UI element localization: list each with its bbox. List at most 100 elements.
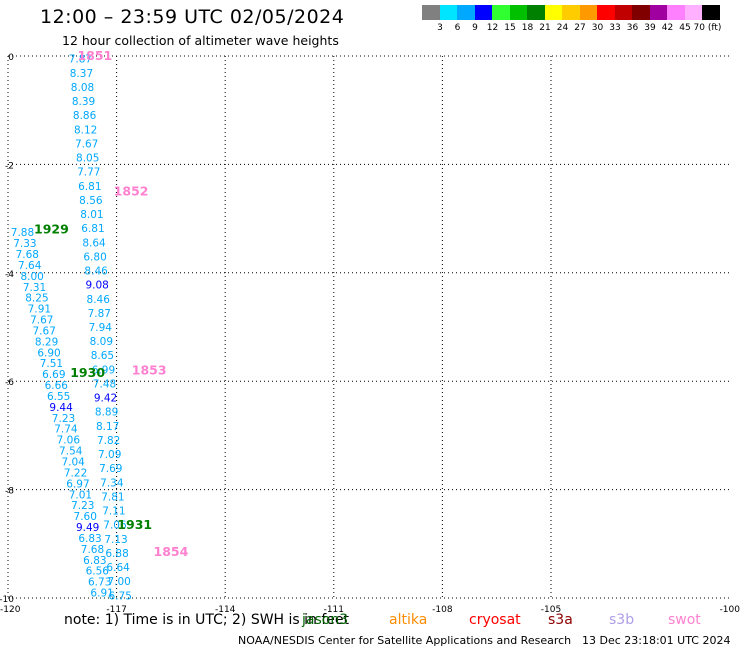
wave-height-label: 6.83 <box>78 533 101 545</box>
color-swatch <box>492 5 510 20</box>
color-swatch <box>509 5 527 20</box>
wave-height-label: 7.31 <box>23 282 46 294</box>
wave-height-label: 8.56 <box>79 195 103 207</box>
legend-item-s3b: s3b <box>609 612 635 628</box>
pass-time-label: 1931 <box>117 517 152 532</box>
pass-time-label: 1930 <box>70 365 105 380</box>
wave-height-label: 8.00 <box>20 271 43 283</box>
wave-height-label: 7.88 <box>11 227 34 239</box>
wave-height-label: 7.64 <box>18 260 42 272</box>
color-scale-label: 27 <box>574 23 586 33</box>
legend-item-s3a: s3a <box>548 612 573 628</box>
wave-height-label: 6.64 <box>106 562 130 574</box>
wave-height-label: 7.04 <box>61 457 85 469</box>
x-tick-label: -108 <box>432 605 453 615</box>
wave-height-label: 8.01 <box>80 209 103 221</box>
color-swatch <box>422 5 440 20</box>
wave-height-label: 6.75 <box>109 590 132 602</box>
color-scale-label: 3 <box>437 23 443 33</box>
wave-height-label: 7.87 <box>88 308 111 320</box>
wave-height-label: 7.94 <box>89 322 113 334</box>
wave-height-label: 7.11 <box>102 506 125 518</box>
wave-height-label: 7.00 <box>107 576 130 588</box>
wave-height-label: 7.60 <box>74 511 97 523</box>
color-scale-label: 70 (ft) <box>693 23 722 33</box>
wave-height-label: 6.90 <box>37 347 60 359</box>
color-swatch <box>702 5 720 20</box>
wave-height-label: 7.82 <box>97 435 120 447</box>
wave-height-label: 6.88 <box>105 548 128 560</box>
color-scale-label: 39 <box>644 23 656 33</box>
color-swatch <box>527 5 545 20</box>
wave-height-label: 6.56 <box>86 566 110 578</box>
wave-height-label: 8.12 <box>74 124 97 136</box>
wave-height-label: 7.33 <box>13 238 36 250</box>
wave-height-label: 7.67 <box>30 315 53 327</box>
x-tick-label: -105 <box>541 605 561 615</box>
wave-height-label: 7.09 <box>98 449 121 461</box>
wave-height-label: 7.48 <box>93 378 116 390</box>
color-scale-label: 15 <box>504 23 516 33</box>
color-scale-bar <box>422 5 720 21</box>
wave-height-label: 7.68 <box>81 544 104 556</box>
wave-height-label: 9.44 <box>49 402 73 414</box>
y-tick-label: -2 <box>5 161 14 171</box>
chart-subtitle: 12 hour collection of altimeter wave hei… <box>62 33 339 48</box>
wave-height-label: 7.06 <box>103 520 127 532</box>
legend-item-cryosat: cryosat <box>469 612 521 628</box>
wave-height-label: 7.23 <box>71 500 94 512</box>
wave-height-label: 8.39 <box>72 96 95 108</box>
color-scale-label: 30 <box>591 23 604 33</box>
wave-height-label: 7.81 <box>101 491 124 503</box>
wave-height-label: 8.17 <box>96 421 119 433</box>
wave-height-label: 6.97 <box>66 478 89 490</box>
color-swatch <box>632 5 650 20</box>
x-tick-label: -100 <box>720 605 740 615</box>
wave-height-label: 8.09 <box>90 336 113 348</box>
color-swatch <box>684 5 702 20</box>
wave-height-label: 6.83 <box>83 555 106 567</box>
wave-height-label: 8.08 <box>71 82 94 94</box>
wave-height-label: 6.55 <box>47 391 70 403</box>
color-swatch <box>544 5 562 20</box>
wave-height-label: 8.46 <box>87 294 111 306</box>
wave-height-label: 9.08 <box>85 280 108 292</box>
color-scale-label: 6 <box>454 23 461 33</box>
wave-height-label: 7.77 <box>77 167 100 179</box>
pass-time-label: 1853 <box>132 362 167 377</box>
wave-height-label: 8.46 <box>84 266 108 278</box>
pass-time-label: 1852 <box>114 184 149 199</box>
color-scale-label: 42 <box>661 23 674 33</box>
wave-height-label: 8.29 <box>35 336 58 348</box>
color-swatch <box>614 5 632 20</box>
wave-height-label: 6.81 <box>78 181 101 193</box>
color-scale-label: 33 <box>609 23 621 33</box>
wave-height-label: 6.66 <box>45 380 69 392</box>
color-swatch <box>579 5 597 20</box>
wave-height-label: 6.91 <box>90 588 113 600</box>
wave-height-label: 8.05 <box>76 153 99 165</box>
y-tick-label: -4 <box>5 270 14 280</box>
chart-title: 12:00 – 23:59 UTC 02/05/2024 <box>40 6 345 28</box>
color-scale-label: 12 <box>486 23 499 33</box>
color-swatch <box>474 5 492 20</box>
wave-height-label: 7.13 <box>104 534 127 546</box>
wave-height-label: 7.22 <box>64 467 87 479</box>
wave-height-label: 6.80 <box>83 251 106 263</box>
wave-height-label: 9.42 <box>94 393 117 405</box>
color-swatch <box>457 5 475 20</box>
pass-time-label: 1929 <box>34 221 69 236</box>
wave-height-label: 7.54 <box>59 446 83 458</box>
wave-height-label: 9.49 <box>76 522 99 534</box>
wave-height-label: 7.74 <box>54 424 78 436</box>
wave-height-label: 7.67 <box>75 138 98 150</box>
wave-height-label: 8.37 <box>70 68 93 80</box>
x-tick-label: -120 <box>0 605 21 615</box>
wave-height-label: 7.68 <box>16 249 39 261</box>
wave-height-label: 6.69 <box>42 369 65 381</box>
legend-item-altika: altika <box>389 612 428 628</box>
color-swatch <box>439 5 457 20</box>
wave-height-label: 7.87 <box>69 54 92 66</box>
wave-height-label: 6.99 <box>92 364 115 376</box>
wave-height-label: 8.65 <box>91 350 114 362</box>
